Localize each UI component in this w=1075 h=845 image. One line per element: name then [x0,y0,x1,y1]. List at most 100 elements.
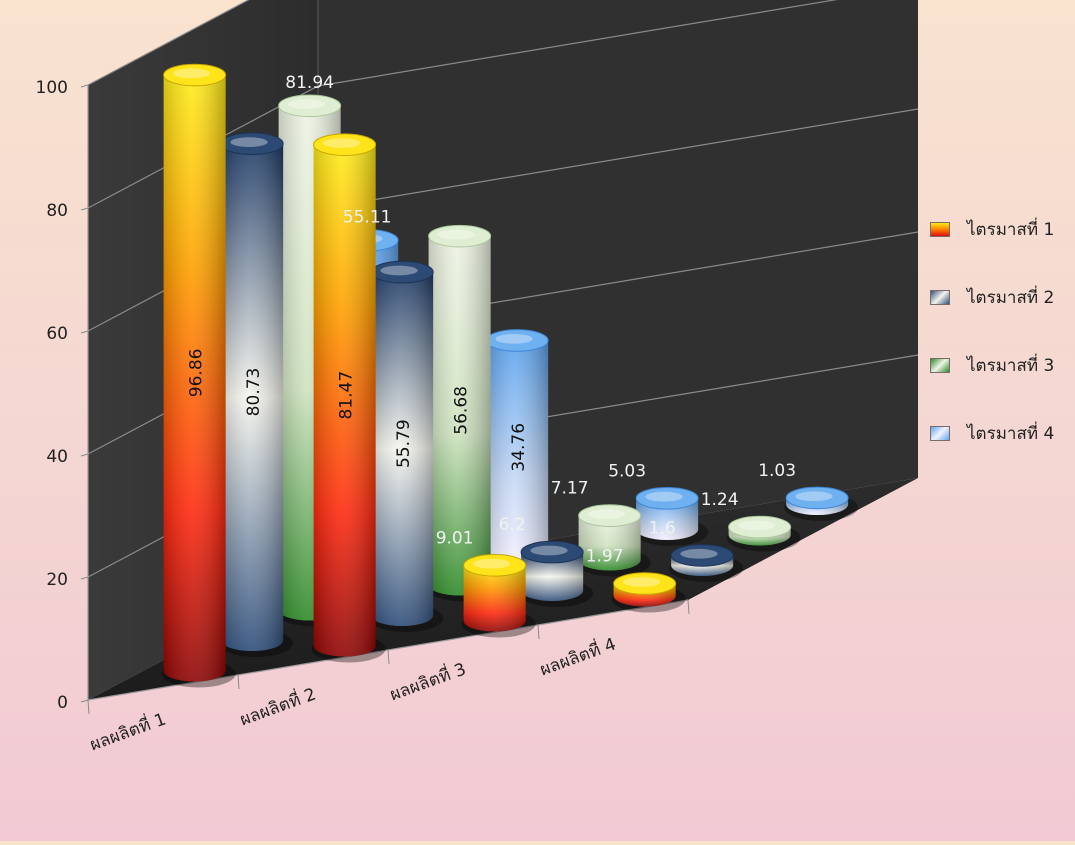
bar-shading [371,272,434,627]
legend-swatch-series-1 [930,221,950,237]
x-tick-mark [537,624,540,640]
legend-swatch-series-2 [930,289,950,305]
y-tick-mark [80,699,89,703]
bar-series-2-cat-3[interactable] [519,540,594,608]
bar-cap-highlight [495,333,533,344]
bar-cap [520,540,584,564]
y-tick-mark [80,576,89,580]
bar-cap [670,544,734,567]
bar-series-4-cat-3[interactable] [634,486,709,547]
data-label: 1.24 [701,490,739,510]
y-tick-label: 80 [46,201,68,221]
bar-cap-highlight [230,137,268,147]
x-tick-label: ผลผลิตที่ 3 [386,657,468,706]
data-label: 6.2 [499,515,526,535]
bar-shading [578,515,641,571]
x-tick-mark [687,599,690,615]
data-labels: 55.11 34.76 5.03 1.03 81.94 56.68 7.17 1.24 80.7… [187,73,796,567]
bar-shading [163,75,226,682]
data-label: 56.68 [452,386,472,435]
bar-series-1-cat-4[interactable] [611,572,686,613]
bar-cap-highlight [645,491,683,502]
bar-cap [728,515,792,539]
x-tick-mark [237,674,240,690]
y-tick-label: 20 [46,570,68,590]
bar-cap [635,486,699,510]
gridline [87,0,250,86]
legend: ไตรมาสที่ 1 ไตรมาสที่ 2 ไตรมาสที่ 3 ไตรม… [930,206,1070,478]
y-tick-mark [80,453,89,457]
bar-cap-highlight [737,520,776,531]
bar-shading [313,144,376,657]
y-axis: 0 20 40 60 80 100 [36,78,89,713]
legend-label-series-3: ไตรมาสที่ 3 [967,355,1055,376]
bar-series-1-cat-2[interactable] [311,133,386,663]
bar-series-1-cat-3[interactable] [461,553,536,638]
bar-cap-highlight [380,265,418,276]
x-tick-label: ผลผลิตที่ 4 [536,632,618,681]
bar-shading [463,565,526,632]
bar-series-3-cat-4[interactable] [726,515,801,552]
y-tick-mark [80,207,89,211]
bar-cap-highlight [287,99,326,110]
bar-series-2-cat-4[interactable] [669,544,744,583]
bar-series-2-cat-1[interactable] [219,132,294,658]
x-tick-mark [87,699,90,715]
data-label: 1.6 [649,518,676,538]
x-tick-label: ผลผลิตที่ 2 [236,682,318,731]
legend-item-series-1[interactable]: ไตรมาสที่ 1 [930,206,1070,252]
legend-label-series-2: ไตรมาสที่ 2 [967,287,1055,308]
bar-shading [221,143,284,652]
bar-shading [636,498,699,541]
y-tick-label: 40 [46,447,68,467]
bar-shading [486,340,549,566]
data-label: 80.73 [244,368,264,417]
data-label: 55.11 [343,207,392,227]
y-tick-label: 0 [57,693,68,713]
bar-cap [163,63,227,87]
bar-cap [463,553,527,577]
data-label: 1.03 [758,461,796,481]
bar-cap [613,572,677,595]
data-label: 7.17 [551,479,589,499]
bar-series-4-cat-4[interactable] [784,486,859,522]
y-tick-label: 60 [46,324,68,344]
bar-cap-highlight [587,509,626,519]
legend-swatch-series-3 [930,357,950,373]
bar-cap [278,94,342,118]
bar-cap-highlight [530,545,568,556]
bar-cap [313,133,377,157]
bar-cap-highlight [322,138,361,148]
bar-series-4-cat-2[interactable] [484,329,559,572]
y-tick-mark [80,330,89,334]
legend-item-series-4[interactable]: ไตรมาสที่ 4 [930,410,1070,456]
bar-cap-highlight [472,558,511,569]
bar-cap [785,486,849,510]
data-label: 96.86 [187,349,207,398]
bars [161,63,859,688]
legend-item-series-2[interactable]: ไตรมาสที่ 2 [930,274,1070,320]
bar-cap-highlight [795,491,833,502]
bar-series-3-cat-2[interactable] [426,224,501,602]
x-tick-label: ผลผลิตที่ 1 [86,707,168,756]
x-tick-mark [387,649,390,665]
legend-item-series-3[interactable]: ไตรมาสที่ 3 [930,342,1070,388]
bar-cap-highlight [622,577,661,587]
data-label: 1.97 [586,547,624,567]
y-tick-label: 100 [36,78,68,98]
bar-cap-highlight [437,229,476,240]
data-label: 81.94 [285,73,334,93]
data-label: 34.76 [509,423,529,472]
bar-cap [428,224,492,248]
legend-swatch-series-4 [930,425,950,441]
bar-series-2-cat-2[interactable] [369,260,444,633]
data-label: 5.03 [608,461,646,481]
bar-series-3-cat-3[interactable] [576,504,651,577]
bar-cap-highlight [172,68,211,79]
data-label: 55.79 [394,419,414,468]
data-label: 9.01 [436,528,474,548]
bar-shading [521,552,584,602]
bar-series-1-cat-1[interactable] [161,63,236,688]
